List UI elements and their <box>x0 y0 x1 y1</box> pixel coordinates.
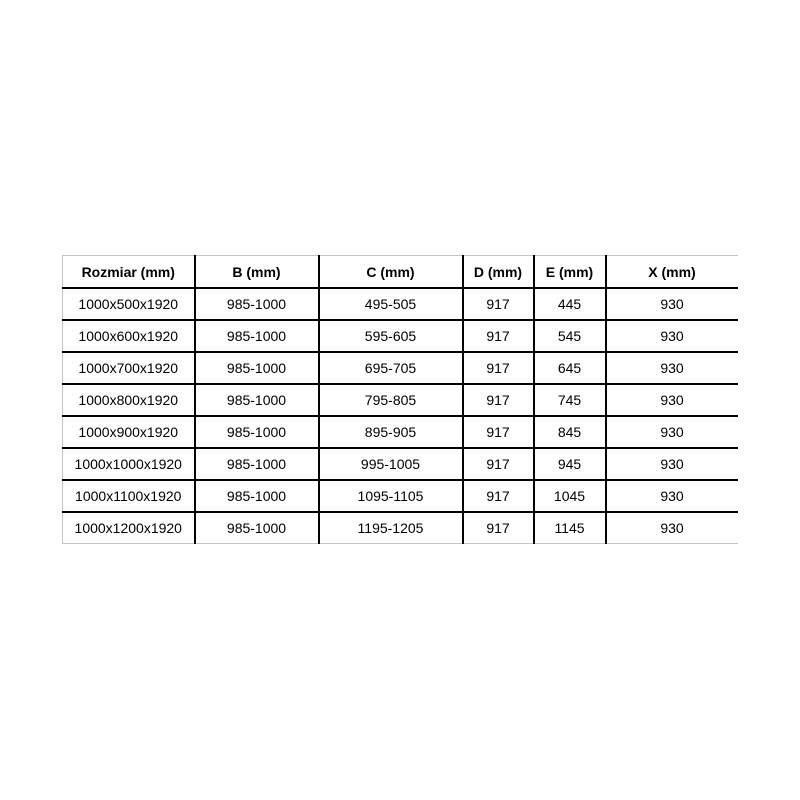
column-header-x: X (mm) <box>605 255 738 289</box>
table-cell: 495-505 <box>318 288 464 321</box>
table-cell: 795-805 <box>318 384 464 417</box>
column-header-e: E (mm) <box>533 255 607 289</box>
table-cell: 595-605 <box>318 320 464 353</box>
table-cell: 917 <box>462 512 535 544</box>
table-cell: 985-1000 <box>194 352 320 385</box>
table-row: 1000x1000x1920 985-1000 995-1005 917 945 930 <box>62 448 738 481</box>
table-cell: 917 <box>462 352 535 385</box>
table-cell: 1195-1205 <box>318 512 464 544</box>
table-cell: 1000x600x1920 <box>62 320 196 353</box>
table-cell: 1095-1105 <box>318 480 464 513</box>
table-row: 1000x900x1920 985-1000 895-905 917 845 930 <box>62 416 738 449</box>
table-cell: 1145 <box>533 512 607 544</box>
table-cell: 917 <box>462 416 535 449</box>
table-cell: 930 <box>605 512 738 544</box>
table-cell: 1000x1200x1920 <box>62 512 196 544</box>
table-cell: 1000x1100x1920 <box>62 480 196 513</box>
table-cell: 930 <box>605 320 738 353</box>
table-cell: 930 <box>605 288 738 321</box>
table-row: 1000x600x1920 985-1000 595-605 917 545 930 <box>62 320 738 353</box>
table-cell: 917 <box>462 288 535 321</box>
table-cell: 930 <box>605 416 738 449</box>
table-header-row: Rozmiar (mm) B (mm) C (mm) D (mm) E (mm)… <box>62 255 738 289</box>
table-row: 1000x700x1920 985-1000 695-705 917 645 930 <box>62 352 738 385</box>
table-cell: 945 <box>533 448 607 481</box>
table-cell: 1000x1000x1920 <box>62 448 196 481</box>
column-header-rozmiar: Rozmiar (mm) <box>62 255 196 289</box>
spec-table-body: 1000x500x1920 985-1000 495-505 917 445 930 100… <box>62 288 738 544</box>
table-cell: 1000x900x1920 <box>62 416 196 449</box>
table-cell: 985-1000 <box>194 480 320 513</box>
table-cell: 917 <box>462 320 535 353</box>
table-cell: 445 <box>533 288 607 321</box>
column-header-c: C (mm) <box>318 255 464 289</box>
table-cell: 745 <box>533 384 607 417</box>
column-header-d: D (mm) <box>462 255 535 289</box>
table-row: 1000x800x1920 985-1000 795-805 917 745 930 <box>62 384 738 417</box>
table-cell: 695-705 <box>318 352 464 385</box>
table-cell: 985-1000 <box>194 512 320 544</box>
table-cell: 1000x800x1920 <box>62 384 196 417</box>
table-cell: 917 <box>462 480 535 513</box>
table-cell: 985-1000 <box>194 448 320 481</box>
table-cell: 645 <box>533 352 607 385</box>
table-cell: 985-1000 <box>194 416 320 449</box>
table-cell: 930 <box>605 448 738 481</box>
spec-table: Rozmiar (mm) B (mm) C (mm) D (mm) E (mm)… <box>62 255 738 544</box>
table-cell: 1000x700x1920 <box>62 352 196 385</box>
table-row: 1000x500x1920 985-1000 495-505 917 445 930 <box>62 288 738 321</box>
table-row: 1000x1100x1920 985-1000 1095-1105 917 1045 93… <box>62 480 738 513</box>
column-header-b: B (mm) <box>194 255 320 289</box>
table-cell: 1000x500x1920 <box>62 288 196 321</box>
table-cell: 930 <box>605 480 738 513</box>
table-cell: 895-905 <box>318 416 464 449</box>
table-cell: 985-1000 <box>194 320 320 353</box>
table-cell: 845 <box>533 416 607 449</box>
table-row: 1000x1200x1920 985-1000 1195-1205 917 1145 93… <box>62 512 738 544</box>
table-cell: 917 <box>462 448 535 481</box>
table-cell: 930 <box>605 384 738 417</box>
table-cell: 930 <box>605 352 738 385</box>
table-cell: 985-1000 <box>194 288 320 321</box>
table-cell: 917 <box>462 384 535 417</box>
table-cell: 985-1000 <box>194 384 320 417</box>
table-cell: 545 <box>533 320 607 353</box>
table-cell: 1045 <box>533 480 607 513</box>
table-cell: 995-1005 <box>318 448 464 481</box>
